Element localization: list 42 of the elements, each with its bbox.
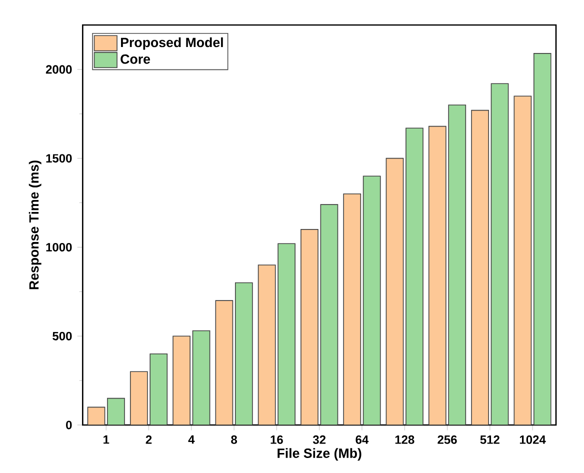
x-tick-label: 64 (356, 435, 369, 444)
x-tick-label: 8 (231, 435, 238, 444)
bar (278, 244, 296, 425)
bar (235, 282, 252, 425)
bar (107, 398, 125, 425)
x-tick-label: 32 (312, 435, 326, 444)
y-tick-label: 1500 (46, 154, 72, 163)
bar (88, 407, 105, 425)
bar (173, 336, 190, 425)
x-tick-label: 512 (480, 435, 500, 444)
bar (192, 330, 210, 425)
bar (514, 96, 532, 425)
x-tick-label: 4 (188, 435, 195, 444)
legend-label: Core (120, 54, 150, 64)
x-axis-title: File Size (Mb) (278, 448, 362, 461)
bar (320, 204, 338, 425)
bar (472, 110, 489, 425)
y-tick-label: 0 (66, 420, 72, 430)
bar (491, 84, 508, 425)
bar (130, 372, 148, 425)
bar (216, 300, 233, 425)
bar (344, 194, 361, 425)
bar (533, 53, 552, 425)
bar (406, 128, 424, 425)
bar (363, 176, 380, 425)
bar (386, 158, 404, 425)
x-tick-label: 1 (104, 435, 110, 444)
y-axis-title: Response Time (ms) (28, 160, 42, 290)
x-tick-label: 16 (270, 435, 283, 444)
x-tick-label: 256 (438, 435, 457, 444)
y-tick-label: 500 (52, 332, 72, 340)
bar (428, 126, 446, 425)
x-tick-label: 2 (146, 435, 152, 444)
y-tick-label: 2000 (46, 65, 72, 74)
bar (150, 354, 168, 425)
bar (258, 264, 276, 425)
x-tick-label: 1024 (520, 435, 546, 444)
bar (448, 104, 466, 425)
bar (300, 229, 318, 425)
legend-label: Proposed Model (121, 37, 223, 50)
y-tick-label: 1000 (46, 242, 72, 252)
x-tick-label: 128 (395, 435, 414, 444)
